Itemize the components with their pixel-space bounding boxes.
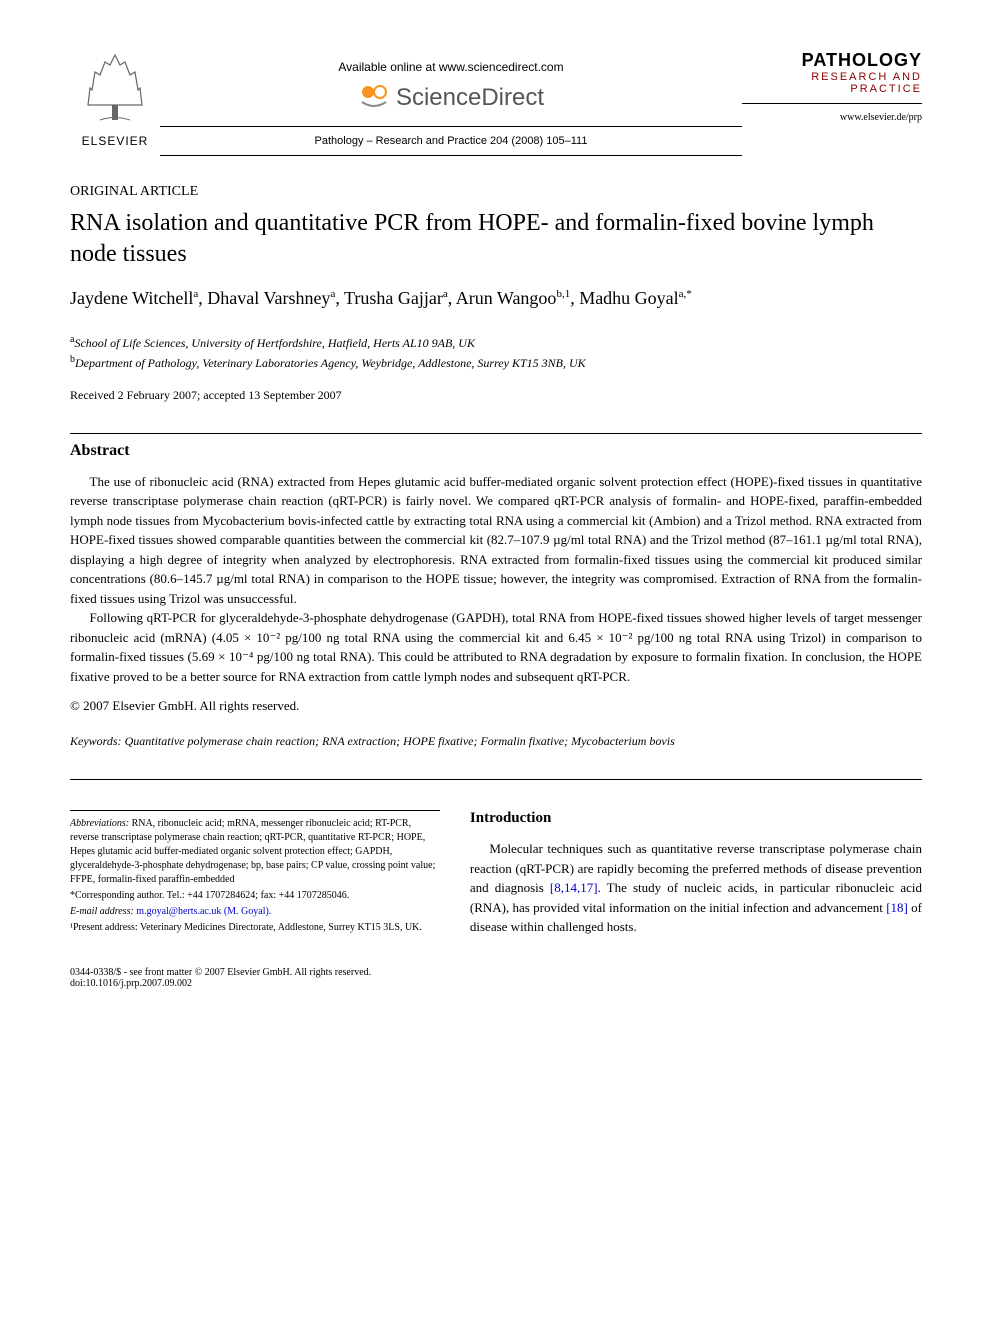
article-title: RNA isolation and quantitative PCR from … <box>70 208 922 270</box>
article-type: ORIGINAL ARTICLE <box>70 184 922 200</box>
ref-link-1[interactable]: [8,14,17] <box>550 880 598 895</box>
abstract-body: The use of ribonucleic acid (RNA) extrac… <box>70 472 922 687</box>
elsevier-tree-icon <box>80 50 150 130</box>
affiliation-b: bDepartment of Pathology, Veterinary Lab… <box>70 352 922 372</box>
journal-url[interactable]: www.elsevier.de/prp <box>742 112 922 123</box>
footnotes: Abbreviations: RNA, ribonucleic acid; mR… <box>70 810 440 937</box>
affiliation-a: aSchool of Life Sciences, University of … <box>70 332 922 352</box>
authors: Jaydene Witchella, Dhaval Varshneya, Tru… <box>70 286 922 311</box>
journal-logo: PATHOLOGY RESEARCH AND PRACTICE www.else… <box>742 50 922 123</box>
email-line: E-mail address: m.goyal@herts.ac.uk (M. … <box>70 905 440 919</box>
footer-doi: doi:10.1016/j.prp.2007.09.002 <box>70 978 922 989</box>
header-rule-bottom <box>160 155 742 156</box>
introduction-heading: Introduction <box>470 810 922 827</box>
journal-rule <box>742 103 922 104</box>
present-address: ¹Present address: Veterinary Medicines D… <box>70 921 440 935</box>
ref-link-2[interactable]: [18] <box>886 900 908 915</box>
bottom-section: Abbreviations: RNA, ribonucleic acid; mR… <box>70 810 922 937</box>
keywords: Keywords: Quantitative polymerase chain … <box>70 734 922 749</box>
abstract-rule-bottom <box>70 779 922 780</box>
sciencedirect-text: ScienceDirect <box>396 84 544 112</box>
abstract-copyright: © 2007 Elsevier GmbH. All rights reserve… <box>70 698 922 714</box>
email-link[interactable]: m.goyal@herts.ac.uk (M. Goyal). <box>134 906 272 917</box>
corresponding-author: *Corresponding author. Tel.: +44 1707284… <box>70 889 440 903</box>
center-header: Available online at www.sciencedirect.co… <box>160 50 742 164</box>
introduction-column: Introduction Molecular techniques such a… <box>470 810 922 937</box>
sciencedirect-logo: ScienceDirect <box>160 82 742 114</box>
journal-subtitle: RESEARCH AND PRACTICE <box>742 71 922 95</box>
keywords-text: Quantitative polymerase chain reaction; … <box>122 734 675 748</box>
abstract-heading: Abstract <box>70 442 922 460</box>
available-online-text: Available online at www.sciencedirect.co… <box>160 60 742 74</box>
footer-line1: 0344-0338/$ - see front matter © 2007 El… <box>70 967 922 978</box>
citation-text: Pathology – Research and Practice 204 (2… <box>160 135 742 147</box>
sciencedirect-icon <box>358 82 390 114</box>
header-row: ELSEVIER Available online at www.science… <box>70 50 922 164</box>
dates: Received 2 February 2007; accepted 13 Se… <box>70 388 922 403</box>
elsevier-logo: ELSEVIER <box>70 50 160 148</box>
abbreviations: Abbreviations: RNA, ribonucleic acid; mR… <box>70 817 440 887</box>
affiliations: aSchool of Life Sciences, University of … <box>70 332 922 372</box>
journal-name: PATHOLOGY <box>742 50 922 71</box>
elsevier-label: ELSEVIER <box>82 134 149 148</box>
footer-info: 0344-0338/$ - see front matter © 2007 El… <box>70 967 922 989</box>
abstract-p2: Following qRT-PCR for glyceraldehyde-3-p… <box>70 608 922 686</box>
header-rule-top <box>160 126 742 127</box>
keywords-label: Keywords: <box>70 734 122 748</box>
introduction-body: Molecular techniques such as quantitativ… <box>470 839 922 937</box>
abstract-p1: The use of ribonucleic acid (RNA) extrac… <box>70 472 922 609</box>
abstract-rule-top <box>70 433 922 434</box>
